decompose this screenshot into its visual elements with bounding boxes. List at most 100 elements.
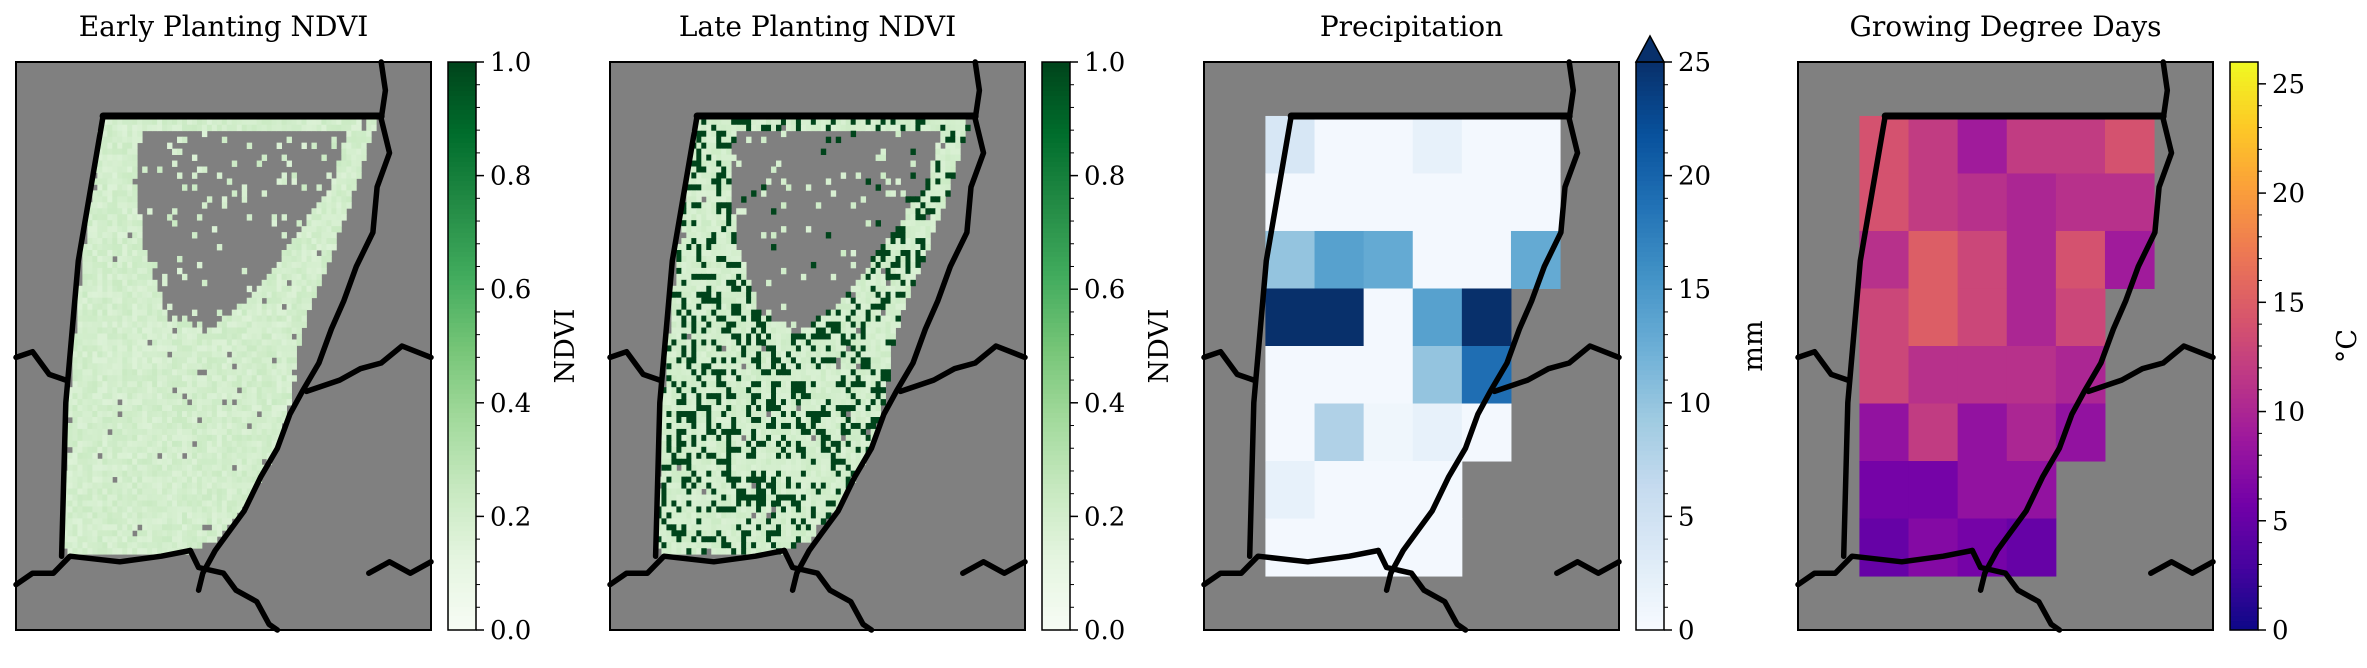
ndvi-pixel: [875, 309, 881, 317]
ndvi-pixel: [795, 440, 802, 448]
ndvi-pixel: [800, 536, 807, 543]
colorbar-segment: [448, 592, 476, 598]
ndvi-pixel: [87, 399, 93, 406]
ndvi-pixel: [731, 303, 737, 311]
ndvi-pixel: [766, 428, 772, 436]
ndvi-pixel: [246, 142, 253, 150]
ndvi-pixel: [835, 488, 842, 495]
ndvi-pixel: [127, 345, 133, 352]
ndvi-pixel: [855, 285, 862, 293]
ndvi-pixel: [246, 393, 253, 400]
ndvi-pixel: [191, 434, 198, 442]
ndvi-pixel: [736, 470, 742, 478]
ndvi-pixel: [825, 500, 832, 507]
ndvi-pixel: [701, 321, 707, 328]
ndvi-pixel: [701, 208, 707, 215]
ndvi-pixel: [276, 279, 282, 287]
ndvi-pixel: [815, 357, 822, 364]
ndvi-pixel: [107, 548, 113, 555]
ndvi-pixel: [706, 524, 712, 531]
ndvi-pixel: [716, 387, 722, 394]
ndvi-pixel: [835, 446, 842, 454]
ndvi-pixel: [191, 309, 198, 317]
ndvi-pixel: [281, 333, 287, 340]
ndvi-pixel: [691, 255, 697, 263]
ndvi-pixel: [112, 202, 118, 209]
ndvi-pixel: [201, 452, 208, 460]
ndvi-pixel: [102, 285, 108, 293]
ndvi-pixel: [706, 387, 712, 394]
ndvi-pixel: [246, 333, 253, 340]
ndvi-pixel: [216, 339, 223, 346]
ndvi-pixel: [122, 255, 128, 263]
ndvi-pixel: [855, 434, 862, 442]
ndvi-pixel: [751, 470, 757, 478]
ndvi-pixel: [930, 184, 936, 191]
ndvi-pixel: [321, 255, 327, 263]
ndvi-pixel: [691, 160, 697, 167]
ndvi-pixel: [117, 363, 123, 370]
ndvi-pixel: [142, 405, 148, 412]
ndvi-pixel: [810, 321, 817, 328]
ndvi-pixel: [152, 411, 158, 418]
ndvi-pixel: [785, 351, 792, 358]
ndvi-pixel: [815, 476, 822, 484]
ndvi-pixel: [127, 494, 133, 501]
ndvi-pixel: [895, 118, 901, 126]
ndvi-pixel: [112, 166, 118, 173]
ndvi-pixel: [686, 375, 692, 382]
ndvi-pixel: [845, 315, 852, 322]
ndvi-pixel: [890, 279, 896, 287]
ndvi-pixel: [815, 464, 822, 472]
ndvi-pixel: [666, 417, 672, 424]
ndvi-pixel: [726, 363, 732, 370]
ndvi-pixel: [117, 238, 123, 245]
ndvi-pixel: [686, 244, 692, 251]
ndvi-pixel: [196, 476, 203, 484]
ndvi-pixel: [117, 244, 123, 251]
ndvi-pixel: [182, 476, 188, 484]
ndvi-pixel: [855, 124, 862, 132]
ndvi-pixel: [122, 512, 128, 519]
ndvi-pixel: [761, 530, 767, 537]
ndvi-pixel: [885, 339, 891, 346]
ndvi-pixel: [776, 369, 782, 376]
ndvi-pixel: [845, 118, 852, 126]
ndvi-pixel: [681, 381, 687, 388]
ndvi-pixel: [226, 339, 233, 346]
ndvi-pixel: [706, 190, 712, 197]
ndvi-pixel: [82, 267, 88, 275]
ndvi-pixel: [97, 208, 103, 215]
colorbar-tick-label: 0.4: [490, 389, 531, 419]
ndvi-pixel: [761, 118, 767, 126]
ndvi-pixel: [186, 506, 193, 513]
ndvi-pixel: [97, 482, 103, 489]
ndvi-pixel: [776, 422, 782, 430]
ndvi-pixel: [691, 291, 697, 299]
ndvi-pixel: [142, 446, 148, 454]
ndvi-pixel: [177, 488, 183, 495]
ndvi-pixel: [751, 422, 757, 430]
ndvi-pixel: [870, 339, 876, 346]
ndvi-pixel: [780, 506, 787, 513]
ndvi-pixel: [711, 482, 717, 489]
ndvi-pixel: [182, 357, 188, 364]
ndvi-pixel: [201, 530, 208, 537]
ndvi-pixel: [766, 124, 772, 132]
ndvi-pixel: [766, 470, 772, 478]
ndvi-pixel: [336, 160, 342, 167]
ndvi-pixel: [895, 273, 901, 281]
ndvi-pixel: [216, 446, 223, 454]
ndvi-pixel: [132, 446, 138, 454]
border-line: [13, 348, 69, 383]
ndvi-pixel: [132, 357, 138, 364]
ndvi-pixel: [945, 124, 951, 132]
ndvi-pixel: [112, 428, 118, 436]
ndvi-pixel: [950, 130, 956, 138]
ndvi-pixel: [696, 184, 702, 191]
ndvi-pixel: [341, 118, 347, 126]
ndvi-pixel: [107, 333, 113, 340]
ndvi-pixel: [152, 518, 158, 525]
ndvi-pixel: [177, 411, 183, 418]
ndvi-pixel: [746, 333, 752, 340]
